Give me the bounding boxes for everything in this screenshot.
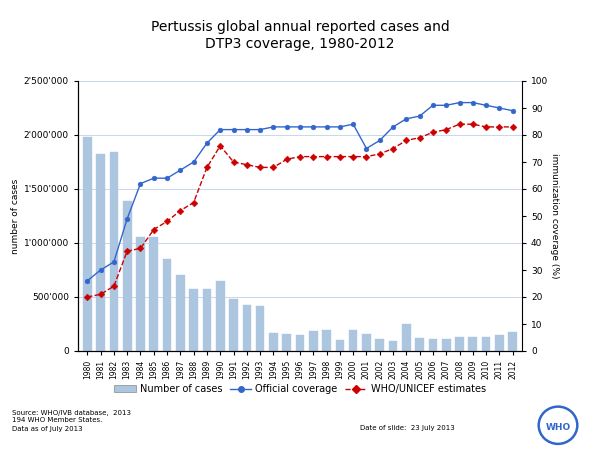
Text: Date of slide:  23 July 2013: Date of slide: 23 July 2013: [360, 425, 455, 431]
Bar: [83, 137, 92, 351]
Bar: [402, 324, 410, 351]
Bar: [482, 337, 490, 351]
Bar: [149, 237, 158, 351]
Bar: [283, 334, 291, 351]
Bar: [376, 339, 384, 351]
Bar: [269, 333, 278, 351]
Bar: [163, 259, 172, 351]
Bar: [508, 332, 517, 351]
Bar: [415, 338, 424, 351]
Bar: [229, 299, 238, 351]
Bar: [349, 330, 358, 351]
Text: WHO: WHO: [545, 423, 571, 432]
Bar: [428, 339, 437, 351]
Bar: [495, 335, 504, 351]
Bar: [190, 289, 198, 351]
Y-axis label: number of cases: number of cases: [11, 178, 20, 254]
Text: Pertussis global annual reported cases and: Pertussis global annual reported cases a…: [151, 20, 449, 34]
Bar: [136, 237, 145, 351]
Bar: [123, 201, 131, 351]
Bar: [242, 305, 251, 351]
Bar: [442, 338, 451, 351]
Bar: [256, 306, 265, 351]
Bar: [176, 275, 185, 351]
Bar: [335, 340, 344, 351]
Bar: [389, 341, 397, 351]
Bar: [309, 331, 317, 351]
Bar: [469, 337, 477, 351]
Bar: [296, 335, 304, 351]
Bar: [203, 289, 211, 351]
Text: Source: WHO/IVB database,  2013
194 WHO Member States.
Data as of July 2013: Source: WHO/IVB database, 2013 194 WHO M…: [12, 410, 131, 432]
Text: DTP3 coverage, 1980-2012: DTP3 coverage, 1980-2012: [205, 37, 395, 51]
Bar: [216, 281, 224, 351]
Bar: [455, 337, 464, 351]
Legend: Number of cases, Official coverage, WHO/UNICEF estimates: Number of cases, Official coverage, WHO/…: [110, 380, 490, 398]
Y-axis label: immunization coverage (%): immunization coverage (%): [550, 153, 559, 279]
Bar: [362, 334, 371, 351]
Bar: [110, 152, 118, 351]
Bar: [96, 154, 105, 351]
Bar: [322, 330, 331, 351]
